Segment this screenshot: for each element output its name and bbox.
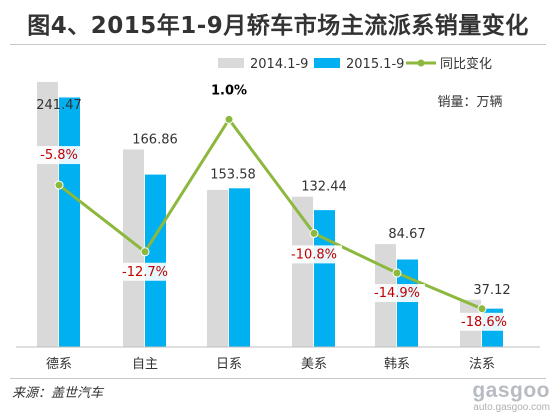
yoy-label-bg <box>117 262 173 281</box>
x-tick-label: 自主 <box>132 357 158 372</box>
legend-swatch-2014 <box>218 58 244 68</box>
yoy-change-line <box>58 117 483 311</box>
bar-2015-4 <box>397 259 418 347</box>
bar-2015-2 <box>229 188 250 347</box>
yoy-label-bg <box>369 284 425 303</box>
yoy-point-0 <box>54 180 64 190</box>
yoy-value-label: -14.9% <box>374 286 420 301</box>
bar-2014-1 <box>123 149 144 347</box>
yoy-value-label: -10.8% <box>291 247 337 262</box>
legend-marker-yoy <box>417 59 425 67</box>
watermark-logo: gasgoo <box>472 379 550 402</box>
bar-2015-3 <box>314 210 335 347</box>
x-tick-label: 日系 <box>216 357 242 372</box>
yoy-value-label: -18.6% <box>461 315 507 330</box>
bar-2014-2 <box>207 189 228 347</box>
bar-2015-1 <box>145 174 166 347</box>
bar-value-label: 37.12 <box>473 283 510 298</box>
bar-2015-0 <box>59 97 80 347</box>
yoy-point-1 <box>140 247 150 257</box>
source-note: 来源：盖世汽车 <box>12 386 104 401</box>
yoy-label-bg <box>286 245 342 264</box>
yoy-point-3 <box>309 228 319 238</box>
watermark-url: auto.gasgoo.com <box>473 402 550 413</box>
bar-value-label: 241.47 <box>36 98 82 113</box>
chart-area: 2014.1-9 2015.1-9 同比变化 销量：万辆 德系 241.47 自主 166… <box>16 56 540 372</box>
bar-value-label: 84.67 <box>388 227 425 242</box>
x-tick-label: 美系 <box>301 357 327 372</box>
yoy-point-4 <box>392 268 402 278</box>
bar-value-label: 153.58 <box>210 167 256 182</box>
yoy-value-label: 1.0% <box>211 83 247 98</box>
chart-title: 图4、2015年1-9月轿车市场主流派系销量变化 <box>27 13 529 39</box>
yoy-label-bg <box>456 312 512 331</box>
watermark: gasgoo auto.gasgoo.com <box>430 380 550 414</box>
footer-divider <box>10 378 546 379</box>
bar-2014-0 <box>37 81 58 347</box>
x-tick-label: 法系 <box>469 357 495 372</box>
legend-label-yoy: 同比变化 <box>440 56 492 72</box>
yoy-point-2 <box>224 114 234 124</box>
title-divider <box>10 44 546 45</box>
bar-value-label: 166.86 <box>132 132 178 147</box>
unit-label: 销量：万辆 <box>437 95 502 110</box>
legend-label-2015: 2015.1-9 <box>346 57 404 72</box>
yoy-value-label: -5.8% <box>40 148 78 163</box>
legend-swatch-2015 <box>314 58 340 68</box>
yoy-point-5 <box>477 304 487 314</box>
x-tick-label: 德系 <box>46 357 72 372</box>
bar-value-label: 132.44 <box>301 180 347 195</box>
x-tick-label: 韩系 <box>384 357 410 372</box>
bar-2014-3 <box>292 196 313 347</box>
chart-legend: 2014.1-9 2015.1-9 同比变化 <box>218 56 492 72</box>
yoy-value-label: -12.7% <box>122 265 168 280</box>
yoy-label-bg <box>35 146 83 165</box>
legend-label-2014: 2014.1-9 <box>250 57 308 72</box>
